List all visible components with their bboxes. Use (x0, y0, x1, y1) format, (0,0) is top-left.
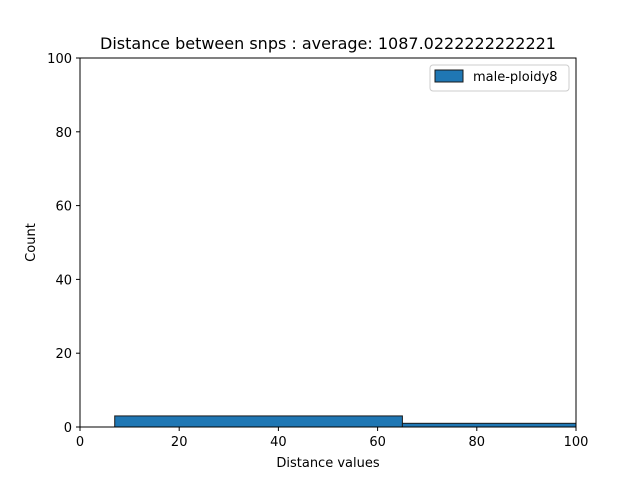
chart-title: Distance between snps : average: 1087.02… (100, 34, 556, 53)
histogram-bar (114, 415, 403, 427)
y-tick-label: 80 (55, 126, 72, 141)
x-tick-label: 20 (171, 435, 188, 450)
x-tick-label: 100 (564, 435, 589, 450)
x-axis: 0 20 40 60 80 100 (76, 427, 589, 450)
histogram-bar (401, 422, 576, 427)
y-axis-label: Count (24, 223, 39, 262)
y-tick-label: 100 (47, 52, 72, 67)
y-tick-label: 20 (55, 347, 72, 362)
x-tick-label: 60 (369, 435, 386, 450)
y-tick-label: 40 (55, 273, 72, 288)
y-tick-label: 60 (55, 200, 72, 215)
legend: male-ploidy8 (429, 64, 570, 92)
y-tick-label: 0 (64, 421, 72, 436)
x-tick-label: 0 (76, 435, 84, 450)
legend-label-male-ploidy8: male-ploidy8 (473, 70, 558, 85)
y-axis: 0 20 40 60 80 100 (47, 52, 80, 436)
x-tick-label: 80 (469, 435, 486, 450)
legend-swatch-male-ploidy8 (434, 69, 464, 83)
legend-box (429, 64, 570, 92)
plot-area (80, 58, 576, 427)
x-axis-label: Distance values (276, 456, 379, 471)
x-tick-label: 40 (270, 435, 287, 450)
plot-frame (79, 57, 577, 428)
